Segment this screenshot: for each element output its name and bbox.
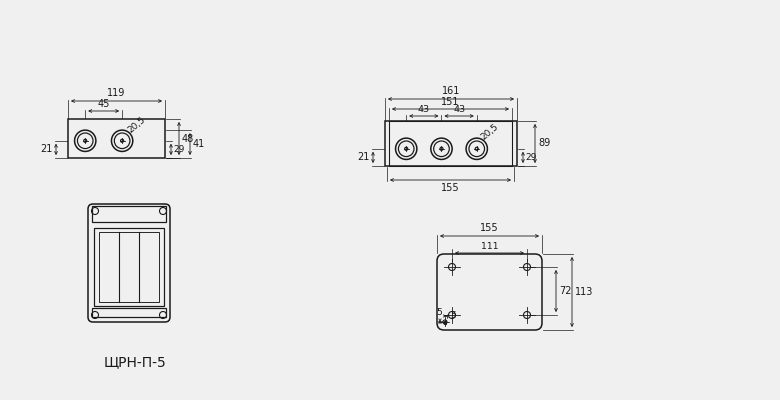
Text: 21: 21 [357, 152, 370, 162]
Text: 43: 43 [418, 105, 430, 114]
Text: 151: 151 [441, 97, 459, 107]
Text: 20,5: 20,5 [126, 115, 147, 134]
Text: 5: 5 [450, 311, 456, 320]
Bar [92, 308, 166, 317]
Text: ЩРН-П-5: ЩРН-П-5 [104, 355, 166, 369]
Text: 155: 155 [480, 223, 499, 233]
Bar [68, 119, 165, 158]
Text: 43: 43 [453, 105, 465, 114]
Text: 155: 155 [441, 183, 460, 193]
Text: 41: 41 [193, 139, 205, 149]
Text: 5: 5 [436, 308, 442, 317]
Text: 113: 113 [575, 287, 594, 297]
Text: 89: 89 [538, 138, 550, 148]
Text: 48: 48 [182, 134, 194, 144]
Bar [92, 206, 166, 222]
Text: 21: 21 [41, 144, 53, 154]
Bar [99, 232, 159, 302]
Text: 161: 161 [441, 86, 460, 96]
Text: 20,5: 20,5 [479, 122, 500, 142]
Bar [94, 228, 164, 306]
Text: 119: 119 [108, 88, 126, 98]
Text: 29: 29 [525, 153, 537, 162]
Text: 29: 29 [173, 145, 184, 154]
Text: 111: 111 [480, 242, 498, 251]
Text: 72: 72 [559, 286, 572, 296]
Bar [444, 320, 446, 324]
Bar [385, 121, 517, 166]
Bar [389, 121, 512, 166]
Text: 45: 45 [98, 99, 110, 109]
